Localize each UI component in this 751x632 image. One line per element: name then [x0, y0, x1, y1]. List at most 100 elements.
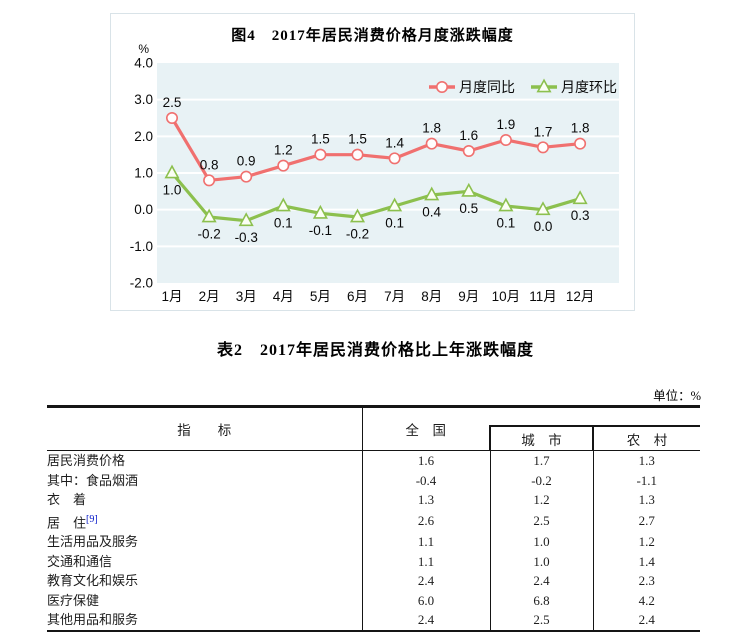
svg-text:-0.2: -0.2	[346, 227, 369, 242]
svg-text:1.8: 1.8	[571, 121, 590, 136]
national-value: 1.6	[362, 450, 491, 471]
svg-text:2.0: 2.0	[134, 129, 153, 144]
svg-text:0.1: 0.1	[385, 216, 404, 231]
rural-value: 2.4	[638, 612, 655, 628]
chart-title: 图4 2017年居民消费价格月度涨跌幅度	[231, 28, 514, 44]
indicator-cell: 居民消费价格	[47, 450, 363, 471]
national-value: 1.1	[362, 532, 491, 552]
table-row: 其他用品和服务 2.4 2.5 2.4	[47, 610, 700, 632]
city-value: 2.5	[490, 509, 594, 533]
svg-text:1.7: 1.7	[534, 124, 553, 139]
table-row: 居 住[9] 2.6 2.5 2.7	[47, 509, 700, 533]
legend-item-mom: 月度环比	[531, 78, 617, 95]
svg-text:1.5: 1.5	[348, 132, 367, 147]
svg-text:1.6: 1.6	[459, 128, 478, 143]
cpi-monthly-line-chart: -2.0 -1.0 0.0 1.0 2.0 3.0 4.0% 1月 2月 3月 4月 5月 6月 7月 8月…	[130, 42, 619, 304]
national-value: 1.3	[362, 490, 491, 510]
svg-text:1.4: 1.4	[385, 135, 404, 150]
indicator-cell: 交通和通信	[47, 551, 363, 572]
svg-text:1.5: 1.5	[311, 132, 330, 147]
national-value: 2.4	[362, 571, 491, 591]
chart-legend: 月度同比 月度环比	[429, 78, 617, 95]
svg-text:1.8: 1.8	[422, 121, 441, 136]
svg-text:0.4: 0.4	[422, 205, 441, 220]
y-axis-labels: -2.0 -1.0 0.0 1.0 2.0 3.0 4.0	[130, 56, 153, 291]
svg-text:8月: 8月	[421, 289, 442, 304]
series-mom	[164, 164, 588, 227]
table-title: 表2 2017年居民消费价格比上年涨跌幅度	[216, 342, 534, 359]
svg-text:0.3: 0.3	[571, 208, 590, 223]
svg-text:月度同比: 月度同比	[459, 79, 515, 95]
city-value: 6.8	[490, 590, 594, 611]
svg-text:0.0: 0.0	[134, 202, 153, 217]
city-value: 1.0	[490, 532, 594, 552]
indicator-cell: 其他用品和服务	[47, 610, 363, 632]
rural-value: 2.3	[638, 573, 655, 589]
svg-text:9月: 9月	[458, 289, 479, 304]
svg-text:-0.1: -0.1	[309, 223, 332, 238]
rural-value: 1.2	[638, 534, 655, 550]
city-value: -0.2	[490, 470, 594, 490]
table-row: 其中：食品烟酒 -0.4 -0.2 -1.1	[47, 470, 700, 490]
table-subheader-row: 城 市 农 村	[47, 425, 700, 451]
indicator-cell: 其中：食品烟酒	[47, 470, 363, 490]
svg-text:0.5: 0.5	[459, 201, 478, 216]
legend-item-yoy: 月度同比	[429, 79, 515, 95]
svg-text:1.0: 1.0	[163, 183, 182, 198]
indicator-cell: 教育文化和娱乐	[47, 571, 363, 591]
rural-value: 2.7	[638, 513, 655, 529]
svg-text:-1.0: -1.0	[130, 239, 153, 254]
col-header-national: 全 国	[362, 406, 490, 451]
svg-text:0.1: 0.1	[497, 216, 516, 231]
footnote-link-9[interactable]: [9]	[86, 513, 98, 525]
indicator-cell: 医疗保健	[47, 590, 363, 611]
svg-text:-2.0: -2.0	[130, 276, 153, 291]
y-axis-unit-label: %	[138, 42, 149, 56]
col-header-rural: 农 村	[593, 425, 700, 451]
city-value: 1.2	[490, 490, 594, 510]
svg-text:1月: 1月	[161, 289, 182, 304]
national-value: 2.4	[362, 610, 491, 632]
table-row: 教育文化和娱乐 2.4 2.4 2.3	[47, 571, 700, 591]
series-yoy	[165, 112, 587, 187]
rural-value: 4.2	[638, 592, 655, 608]
header-spacer	[490, 407, 700, 427]
figure-4-chart-panel: 图4 2017年居民消费价格月度涨跌幅度 -2.0 -1.0 0.0 1.0 2.0 3.…	[110, 13, 635, 311]
svg-text:2.5: 2.5	[163, 95, 182, 110]
national-value: 6.0	[362, 590, 491, 611]
svg-text:0.9: 0.9	[237, 154, 256, 169]
table-row: 交通和通信 1.1 1.0 1.4	[47, 551, 700, 572]
data-labels-yoy: 2.5 0.8 0.9 1.2 1.5 1.5 1.4 1.8 1.6 1.9 1.7 1.8	[163, 95, 590, 172]
svg-text:4月: 4月	[273, 289, 294, 304]
national-value: -0.4	[362, 470, 491, 490]
rural-value: 1.4	[638, 553, 655, 569]
indicator-cell: 生活用品及服务	[47, 532, 363, 552]
svg-text:1.0: 1.0	[134, 166, 153, 181]
svg-text:12月: 12月	[566, 289, 595, 304]
rural-value: -1.1	[636, 472, 658, 488]
national-value: 1.1	[362, 551, 491, 572]
table-row: 衣 着 1.3 1.2 1.3	[47, 490, 700, 510]
svg-text:6月: 6月	[347, 289, 368, 304]
cpi-yearly-table: 指 标 全 国 城 市 农 村 居民消费价格 1.6 1.7 1.3 其中：食品…	[47, 405, 700, 632]
svg-text:1.2: 1.2	[274, 143, 293, 158]
svg-text:-0.2: -0.2	[197, 227, 220, 242]
svg-text:4.0: 4.0	[134, 56, 153, 71]
svg-text:0.8: 0.8	[200, 157, 219, 172]
svg-text:1.9: 1.9	[497, 117, 516, 132]
svg-text:月度环比: 月度环比	[561, 79, 617, 95]
col-header-indicator: 指 标	[47, 406, 363, 451]
table-row: 医疗保健 6.0 6.8 4.2	[47, 590, 700, 611]
svg-text:5月: 5月	[310, 289, 331, 304]
indicator-label: 居 住	[47, 514, 87, 530]
x-axis-labels: 1月 2月 3月 4月 5月 6月 7月 8月 9月 10月 11月 12月	[161, 289, 594, 304]
national-value: 2.6	[362, 509, 491, 533]
indicator-cell: 衣 着	[47, 490, 363, 510]
svg-text:7月: 7月	[384, 289, 405, 304]
table-header-row: 指 标 全 国	[47, 406, 700, 451]
table-row: 生活用品及服务 1.1 1.0 1.2	[47, 532, 700, 552]
city-value: 1.7	[490, 450, 594, 471]
table-row: 居民消费价格 1.6 1.7 1.3	[47, 450, 700, 471]
svg-text:3月: 3月	[236, 289, 257, 304]
